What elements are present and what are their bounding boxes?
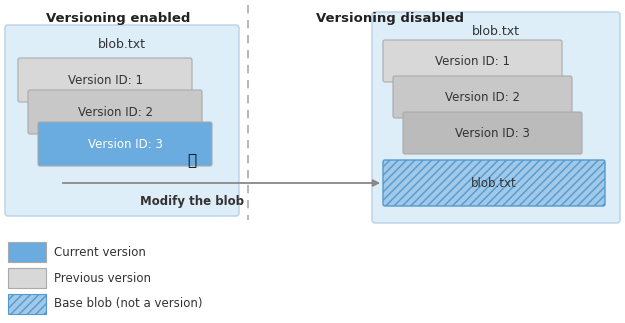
Text: Base blob (not a version): Base blob (not a version)	[54, 297, 202, 310]
FancyBboxPatch shape	[383, 160, 605, 206]
FancyBboxPatch shape	[372, 12, 620, 223]
Text: Versioning disabled: Versioning disabled	[316, 12, 464, 25]
Text: blob.txt: blob.txt	[472, 25, 520, 37]
FancyBboxPatch shape	[383, 40, 562, 82]
FancyBboxPatch shape	[38, 122, 212, 166]
FancyBboxPatch shape	[393, 76, 572, 118]
Text: Version ID: 2: Version ID: 2	[445, 90, 520, 103]
Bar	[8, 294, 46, 314]
Text: Versioning enabled: Versioning enabled	[46, 12, 190, 25]
Text: Previous version: Previous version	[54, 272, 151, 285]
Text: blob.txt: blob.txt	[471, 176, 517, 190]
FancyBboxPatch shape	[5, 25, 239, 216]
Text: Version ID: 1: Version ID: 1	[435, 55, 510, 68]
Bar	[8, 268, 46, 288]
Text: Version ID: 2: Version ID: 2	[78, 106, 152, 119]
FancyBboxPatch shape	[403, 112, 582, 154]
Text: 🔧: 🔧	[187, 153, 196, 169]
Text: blob.txt: blob.txt	[98, 37, 146, 50]
Text: Version ID: 1: Version ID: 1	[68, 74, 142, 87]
Text: Current version: Current version	[54, 245, 146, 258]
Text: Modify the blob: Modify the blob	[139, 194, 244, 207]
FancyBboxPatch shape	[28, 90, 202, 134]
Bar	[8, 242, 46, 262]
Text: Version ID: 3: Version ID: 3	[88, 138, 162, 151]
FancyBboxPatch shape	[18, 58, 192, 102]
Text: Version ID: 3: Version ID: 3	[455, 127, 530, 140]
